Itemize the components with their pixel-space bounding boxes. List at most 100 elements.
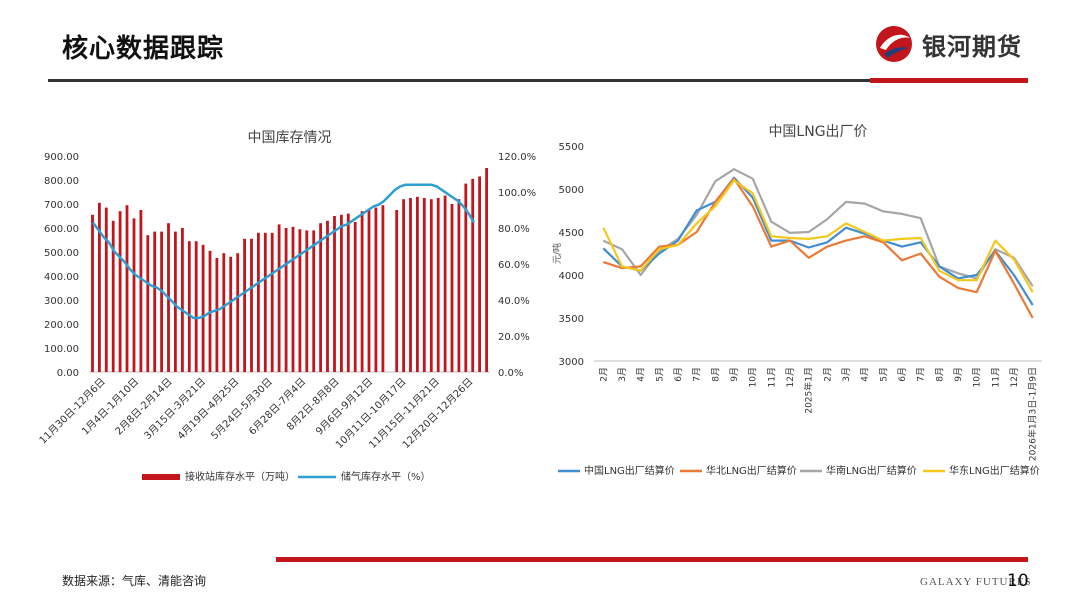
bar xyxy=(443,195,447,372)
x-tick-label: 12月 xyxy=(785,367,796,387)
x-tick-label: 1月4日-1月10日 xyxy=(79,376,141,438)
x-tick-label: 4月 xyxy=(636,367,647,382)
bar xyxy=(298,229,302,372)
bar xyxy=(485,168,488,372)
bar xyxy=(250,238,253,372)
bar xyxy=(91,214,94,372)
y-tick-label: 5500 xyxy=(559,142,584,153)
bar xyxy=(194,241,198,372)
header-rule-accent xyxy=(870,78,1028,83)
y-tick-label: 200.00 xyxy=(44,320,79,331)
bar xyxy=(270,232,274,372)
y-tick-label: 4000 xyxy=(559,271,584,282)
bar xyxy=(222,253,226,372)
legend-label: 华北LNG出厂结算价 xyxy=(706,464,797,477)
bar xyxy=(429,199,433,372)
galaxy-logo-icon xyxy=(876,26,912,62)
brand-name: 银河期货 xyxy=(922,32,1022,61)
bar xyxy=(326,220,329,372)
legend-label: 华南LNG出厂结算价 xyxy=(826,464,917,477)
x-tick-label: 7月 xyxy=(916,367,927,382)
bar xyxy=(402,199,405,372)
bar xyxy=(160,231,163,372)
y-tick-label: 4500 xyxy=(559,228,584,239)
bar xyxy=(450,204,454,372)
x-tick-label: 3月 xyxy=(617,367,628,382)
bar xyxy=(312,230,316,372)
bar xyxy=(125,205,129,372)
chart-title: 中国库存情况 xyxy=(248,130,332,146)
bar xyxy=(464,183,468,372)
y2-tick-label: 60.0% xyxy=(498,260,530,271)
y2-tick-label: 40.0% xyxy=(498,296,530,307)
y-tick-label: 3000 xyxy=(559,357,584,368)
x-tick-label: 6月 xyxy=(897,367,908,382)
y2-tick-label: 20.0% xyxy=(498,332,530,343)
y-tick-label: 5000 xyxy=(559,185,584,196)
y-tick-label: 300.00 xyxy=(44,296,79,307)
x-tick-label: 5月 xyxy=(654,367,665,382)
x-tick-label: 2025年1月 xyxy=(803,367,815,414)
y2-tick-label: 100.0% xyxy=(498,188,536,199)
y-tick-label: 900.00 xyxy=(44,152,79,163)
y2-tick-label: 0.0% xyxy=(498,368,523,379)
x-tick-label: 11月 xyxy=(766,367,777,387)
x-tick-label: 7月 xyxy=(692,367,703,382)
bar xyxy=(104,207,108,372)
legend-swatch-bar xyxy=(142,474,180,480)
x-tick-label: 10月 xyxy=(972,367,983,387)
bar xyxy=(174,231,177,372)
footer-brand: GALAXY FUTURES xyxy=(920,576,1032,588)
bar xyxy=(284,228,288,372)
bar xyxy=(346,213,350,372)
price-series-line xyxy=(602,179,1034,293)
y-tick-label: 500.00 xyxy=(44,248,79,259)
bar xyxy=(111,220,115,372)
storage-level-line xyxy=(91,183,476,320)
x-tick-label: 11月 xyxy=(990,367,1001,387)
x-tick-label: 2月 xyxy=(822,367,833,382)
bar xyxy=(181,228,184,372)
bar xyxy=(98,202,101,372)
bar xyxy=(263,232,267,372)
bar xyxy=(457,199,461,372)
y-tick-label: 800.00 xyxy=(44,176,79,187)
bar xyxy=(409,198,412,372)
bar xyxy=(229,256,233,372)
x-tick-label: 9月6日-9月12日 xyxy=(313,376,375,438)
legend-label: 中国LNG出厂结算价 xyxy=(584,464,675,477)
x-tick-label: 11月30日-12月6日 xyxy=(37,376,108,447)
bar xyxy=(381,205,385,372)
price-series-line xyxy=(602,168,1034,287)
x-tick-label: 12月 xyxy=(1009,367,1020,387)
x-tick-label: 2月 xyxy=(598,367,609,382)
bar xyxy=(257,232,260,372)
y2-tick-label: 80.0% xyxy=(498,224,530,235)
y-tick-label: 100.00 xyxy=(44,344,79,355)
x-tick-label: 9月 xyxy=(729,367,740,382)
x-tick-label: 4月19日-4月25日 xyxy=(175,376,241,442)
y-tick-label: 600.00 xyxy=(44,224,79,235)
y-tick-label: 700.00 xyxy=(44,200,79,211)
bar xyxy=(360,211,364,372)
x-tick-label: 3月 xyxy=(841,367,852,382)
bar xyxy=(374,207,378,372)
bar xyxy=(236,253,240,372)
x-tick-label: 10月 xyxy=(748,367,759,387)
x-tick-label: 9月 xyxy=(953,367,964,382)
bar xyxy=(153,231,157,372)
bar xyxy=(416,196,419,372)
bar xyxy=(367,210,371,372)
bar xyxy=(291,226,295,372)
y-tick-label: 3500 xyxy=(559,314,584,325)
inventory-chart: 中国库存情况 0.00 100.00 200.00 300.00 400.00 500.00… xyxy=(37,130,536,483)
footer-rule xyxy=(276,557,1028,562)
data-source: 数据来源：气库、清能咨询 xyxy=(62,574,207,588)
page-number: 10 xyxy=(1007,571,1029,591)
lng-price-chart: 中国LNG出厂价 3000 3500 4000 4500 5000 5500 元/吨 2月 3月 4… xyxy=(551,124,1042,477)
bar xyxy=(436,198,440,372)
bar xyxy=(146,235,150,372)
bar xyxy=(305,230,309,372)
bar xyxy=(395,210,399,372)
bar xyxy=(132,218,136,372)
